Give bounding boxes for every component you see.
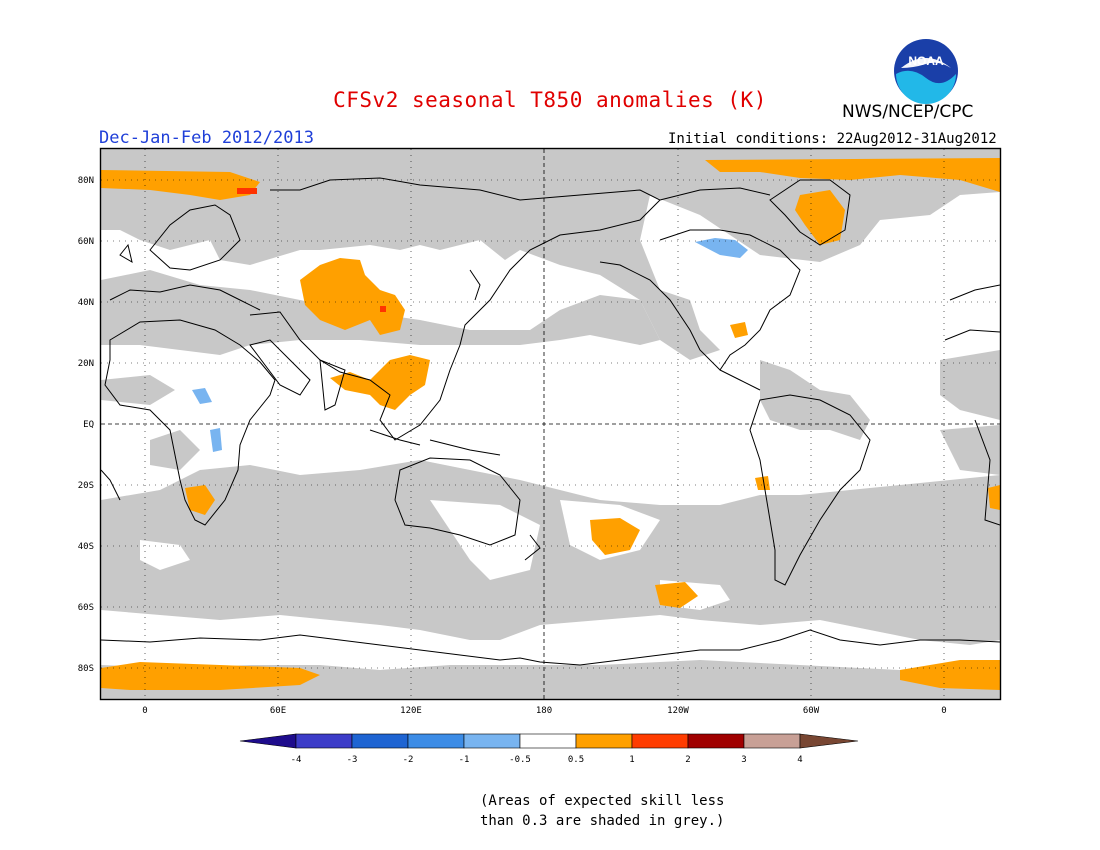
longitude-axis: 0 60E 120E 180 120W 60W 0 bbox=[142, 706, 946, 716]
cbar-label-2: 2 bbox=[685, 755, 690, 765]
cbar-label-4: 4 bbox=[797, 755, 802, 765]
map-frame bbox=[99, 147, 1002, 701]
lat-label-20n: 20N bbox=[78, 359, 94, 369]
positive-anomaly-regions bbox=[101, 158, 1000, 690]
lon-label-120e: 120E bbox=[400, 706, 422, 716]
lat-label-80s: 80S bbox=[78, 664, 94, 674]
cbar-label-05: 0.5 bbox=[568, 755, 584, 765]
cbar-label-m05: -0.5 bbox=[509, 755, 531, 765]
lon-label-60e: 60E bbox=[270, 706, 286, 716]
lat-label-60s: 60S bbox=[78, 603, 94, 613]
lon-label-120w: 120W bbox=[667, 706, 689, 716]
lon-label-60w: 60W bbox=[803, 706, 820, 716]
noaa-logo: NOAA bbox=[893, 38, 959, 104]
initial-conditions-label: Initial conditions: 22Aug2012-31Aug2012 bbox=[668, 131, 997, 147]
colorbar-box bbox=[743, 733, 801, 749]
colorbar-box bbox=[463, 733, 521, 749]
season-label: Dec-Jan-Feb 2012/2013 bbox=[99, 128, 314, 148]
noaa-logo-text: NOAA bbox=[908, 54, 944, 68]
coastlines bbox=[101, 177, 1000, 666]
colorbar-low-arrow bbox=[239, 733, 297, 749]
negative-anomaly-regions bbox=[192, 238, 748, 452]
colorbar-box bbox=[351, 733, 409, 749]
lat-label-eq: EQ bbox=[83, 420, 94, 430]
colorbar-high-arrow bbox=[799, 733, 859, 749]
colorbar-box bbox=[575, 733, 633, 749]
lon-label-180: 180 bbox=[536, 706, 552, 716]
cbar-label-m3: -3 bbox=[347, 755, 358, 765]
lon-label-0-east: 0 bbox=[941, 706, 946, 716]
colorbar-box bbox=[631, 733, 689, 749]
colorbar-box bbox=[519, 733, 577, 749]
cbar-label-1: 1 bbox=[629, 755, 634, 765]
skill-note-line-1: (Areas of expected skill less bbox=[480, 793, 725, 809]
reference-lines bbox=[101, 149, 1000, 699]
cbar-label-m1: -1 bbox=[459, 755, 470, 765]
lon-label-0: 0 bbox=[142, 706, 147, 716]
cbar-label-3: 3 bbox=[741, 755, 746, 765]
colorbar-tick-labels: -4 -3 -2 -1 -0.5 0.5 1 2 3 4 bbox=[291, 755, 803, 765]
cbar-label-m4: -4 bbox=[291, 755, 302, 765]
skill-note-line-2: than 0.3 are shaded in grey.) bbox=[480, 813, 725, 829]
colorbar-box bbox=[407, 733, 465, 749]
colorbar bbox=[239, 733, 859, 749]
agency-label: NWS/NCEP/CPC bbox=[842, 102, 974, 122]
lat-label-40s: 40S bbox=[78, 542, 94, 552]
latitude-axis: 80N 60N 40N 20N EQ 20S 40S 60S 80S bbox=[78, 176, 94, 674]
lat-label-60n: 60N bbox=[78, 237, 94, 247]
lat-label-80n: 80N bbox=[78, 176, 94, 186]
lat-label-40n: 40N bbox=[78, 298, 94, 308]
skill-note: (Areas of expected skill less than 0.3 a… bbox=[480, 791, 724, 831]
chart-title: CFSv2 seasonal T850 anomalies (K) bbox=[333, 88, 767, 112]
colorbar-box bbox=[687, 733, 745, 749]
lat-label-20s: 20S bbox=[78, 481, 94, 491]
colorbar-box bbox=[295, 733, 353, 749]
strong-anomaly-spots bbox=[237, 188, 386, 312]
cbar-label-m2: -2 bbox=[403, 755, 414, 765]
